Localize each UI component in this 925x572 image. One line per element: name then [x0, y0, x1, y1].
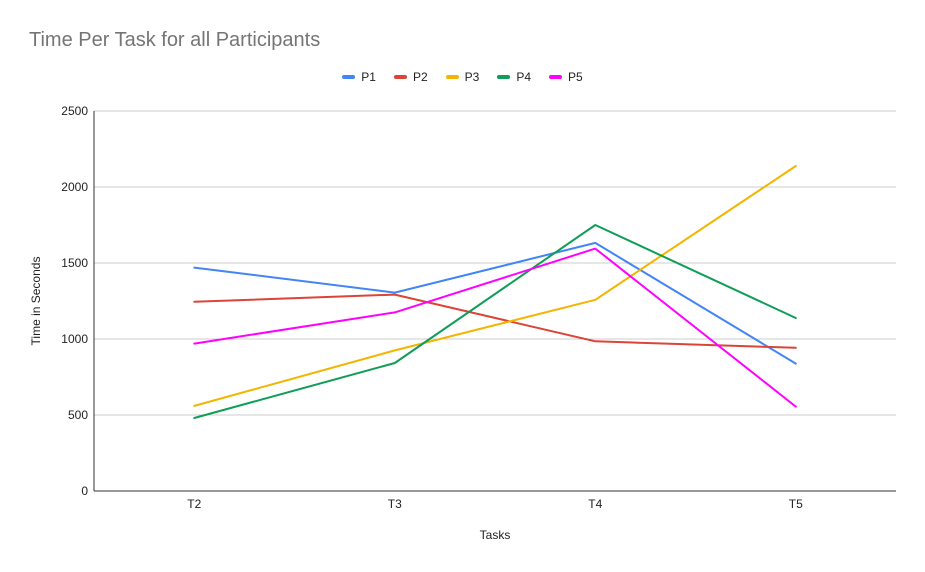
x-tick-label: T5: [789, 497, 803, 511]
legend-label: P5: [568, 70, 583, 84]
legend-label: P3: [464, 70, 480, 84]
series-line-p5: [193, 247, 797, 408]
y-axis-title: Time in Seconds: [29, 257, 43, 346]
legend-item-p3: P3: [445, 70, 480, 84]
legend-swatch: [342, 75, 356, 79]
legend-swatch: [549, 75, 563, 79]
legend-swatch: [393, 75, 407, 79]
legend-swatch: [497, 75, 511, 79]
series-line-p2: [193, 293, 797, 349]
tick-labels: 0 500 1000 1500 2000 2500 T2 T3 T4 T5: [61, 104, 803, 511]
y-tick-label: 500: [68, 408, 88, 422]
series-line-p3: [193, 165, 797, 407]
legend-item-p4: P4: [497, 70, 531, 84]
axes: [93, 111, 896, 492]
legend-item-p1: P1: [342, 70, 376, 84]
y-tick-label: 2000: [61, 180, 88, 194]
x-tick-label: T3: [388, 497, 402, 511]
y-tick-label: 0: [81, 484, 88, 498]
series-lines: [193, 165, 797, 419]
y-tick-label: 2500: [61, 104, 88, 118]
legend-label: P1: [361, 70, 376, 84]
series-line-p1: [193, 241, 797, 365]
x-tick-label: T2: [187, 497, 201, 511]
legend-swatch: [445, 75, 459, 79]
legend: P1 P2 P3 P4 P5: [0, 70, 925, 84]
y-tick-label: 1500: [61, 256, 88, 270]
x-axis-title: Tasks: [480, 528, 511, 542]
chart-title: Time Per Task for all Participants: [29, 29, 321, 51]
grid-lines: [94, 110, 896, 416]
legend-label: P4: [516, 70, 532, 84]
legend-item-p2: P2: [393, 70, 428, 84]
legend-item-p5: P5: [549, 70, 583, 84]
series-line-p4: [193, 224, 797, 419]
y-tick-label: 1000: [61, 332, 88, 346]
legend-label: P2: [412, 70, 428, 84]
x-tick-label: T4: [588, 497, 602, 511]
